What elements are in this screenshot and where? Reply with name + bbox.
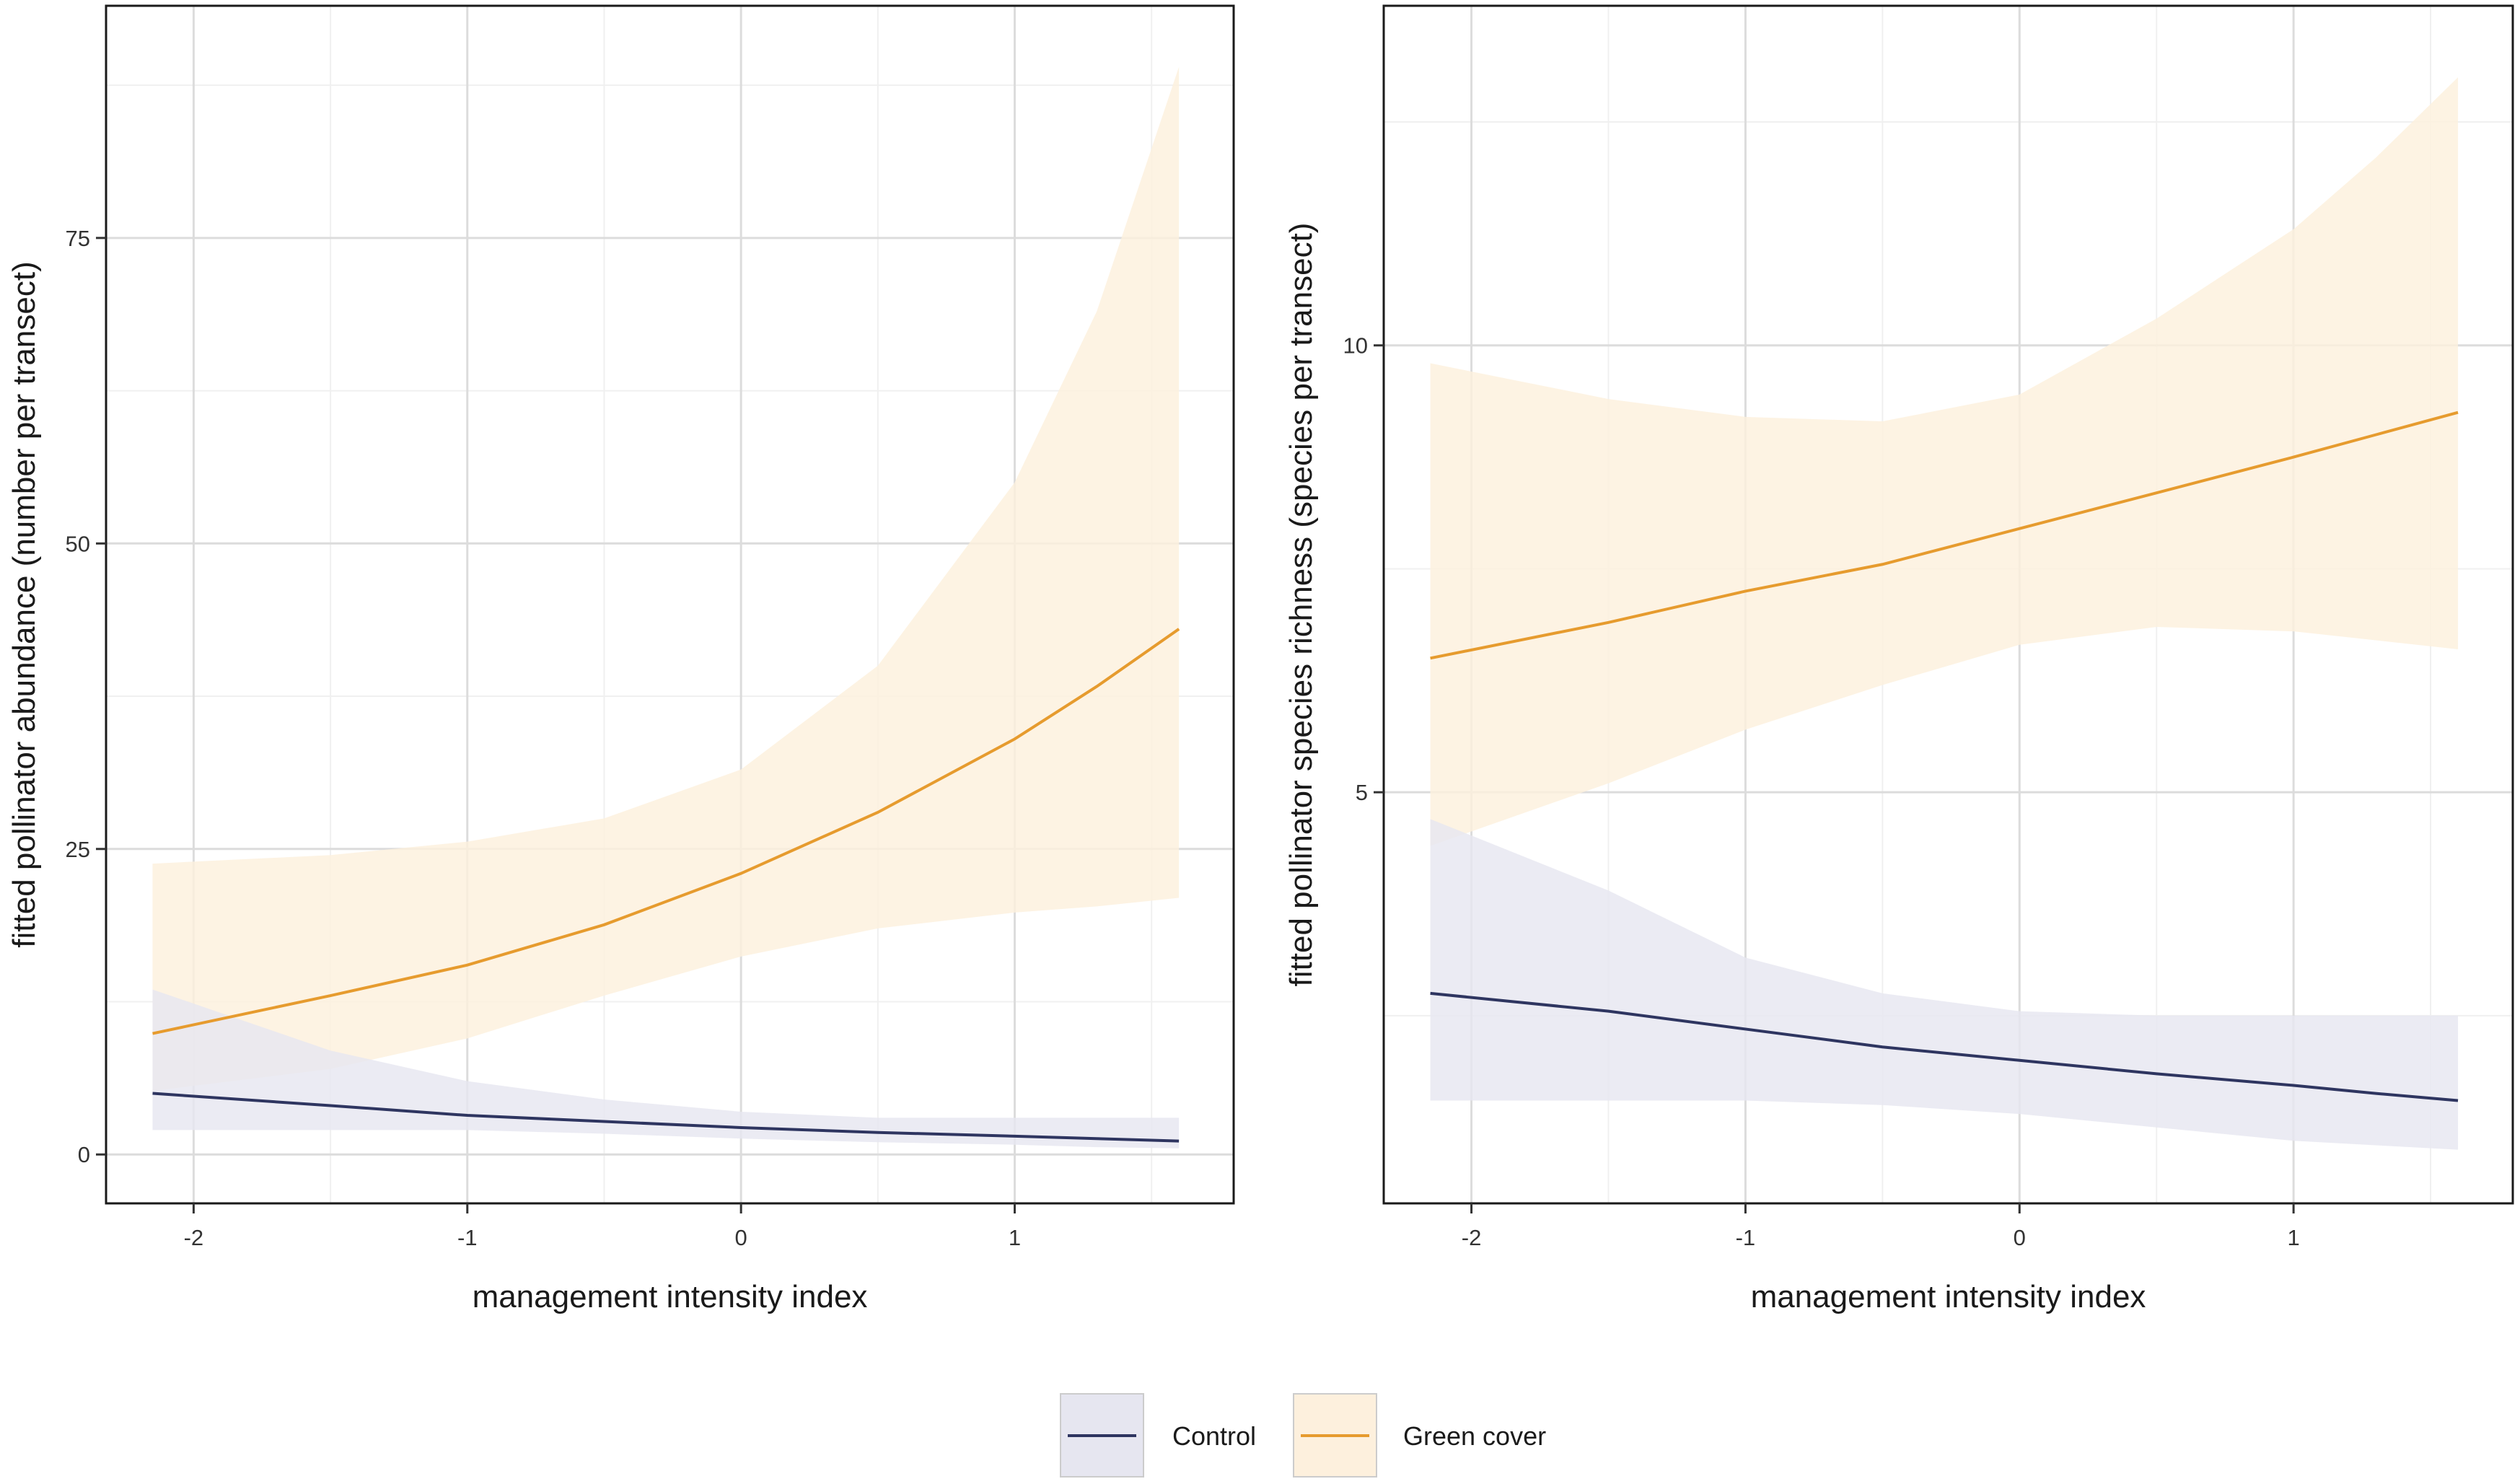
legend-label-green-cover: Green cover	[1403, 1421, 1546, 1451]
ribbon-control	[1430, 819, 2459, 1150]
x-tick-label: -2	[1462, 1225, 1482, 1250]
line-green-cover	[152, 628, 1180, 1035]
x-tick-label: -1	[1736, 1225, 1756, 1250]
line-control	[1430, 991, 2459, 1102]
y-tick-label: 10	[1343, 333, 1368, 359]
panel-border	[105, 4, 1235, 1205]
line-green-cover	[1430, 410, 2459, 660]
line-control	[152, 1092, 1180, 1143]
ribbon-green-cover	[152, 66, 1180, 1092]
abundance-panel: -2 -1 0 1 0 25 50 75 management intensity index f…	[6, 4, 1235, 1314]
y-tick-label: 25	[66, 837, 90, 862]
y-axis-title: fitted pollinator abundance (number per …	[6, 261, 42, 947]
x-tick-label: 0	[735, 1225, 747, 1250]
y-tick-label: 50	[66, 531, 90, 556]
x-axis-title: management intensity index	[473, 1279, 868, 1314]
x-tick-label: -2	[184, 1225, 204, 1250]
y-tick-label: 75	[66, 226, 90, 251]
ribbon-green-cover	[1430, 77, 2459, 846]
y-axis-title: fitted pollinator species richness (spec…	[1283, 223, 1319, 987]
x-axis-title: management intensity index	[1751, 1279, 2146, 1314]
x-tick-label: 1	[1009, 1225, 1021, 1250]
ribbon-control	[152, 989, 1180, 1149]
richness-panel: -2 -1 0 1 5 10 management intensity index fitte…	[1283, 4, 2514, 1314]
x-tick-label: 1	[2287, 1225, 2299, 1250]
y-tick-label: 5	[1356, 780, 1368, 805]
x-tick-label: 0	[2014, 1225, 2026, 1250]
y-tick-label: 0	[78, 1142, 90, 1167]
legend-label-control: Control	[1172, 1421, 1256, 1451]
legend: Control Green cover	[1060, 1393, 1546, 1478]
panel-border	[1382, 4, 2514, 1205]
x-tick-label: -1	[457, 1225, 478, 1250]
